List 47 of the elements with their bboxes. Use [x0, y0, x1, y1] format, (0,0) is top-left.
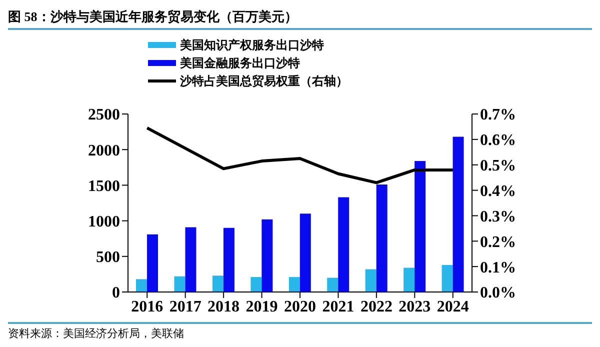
bar — [414, 160, 426, 292]
x-tick-label: 2021 — [322, 298, 354, 316]
text: 资料来源：美国经济分析局，美联储 — [8, 328, 184, 340]
y-tick-label: 1500 — [88, 178, 120, 195]
x-tick-label: 2019 — [246, 298, 278, 316]
y-tick-label: 2000 — [88, 142, 120, 160]
x-tick-label: 2022 — [360, 298, 392, 316]
bar — [365, 269, 376, 292]
legend-label: 美国知识产权服务出口沙特 — [180, 36, 324, 54]
y2-tick-label: 0.7% — [480, 106, 516, 124]
bar — [376, 184, 388, 292]
x-tick-label: 2018 — [208, 298, 240, 316]
y-tick-label: 0 — [112, 284, 120, 302]
bar — [185, 227, 196, 292]
x-tick-label: 2016 — [131, 298, 164, 316]
bar — [300, 214, 311, 292]
bar — [136, 279, 147, 292]
bar — [327, 278, 338, 292]
y-tick-label: 1000 — [88, 213, 120, 230]
line-series — [146, 126, 454, 184]
x-tick-label: 2017 — [169, 298, 202, 316]
bar — [147, 234, 158, 292]
y2-tick-label: 0.6% — [480, 132, 516, 150]
y2-tick-label: 0.3% — [480, 208, 516, 226]
chart-title: 图 58：沙特与美国近年服务贸易变化（百万美元） — [8, 8, 592, 30]
y2-tick-label: 0.1% — [480, 259, 516, 276]
bar — [174, 276, 186, 292]
legend-label: 沙特占美国总贸易权重（右轴） — [180, 72, 348, 90]
y-tick-label: 500 — [96, 249, 120, 266]
x-tick-label: 2023 — [398, 298, 431, 316]
bar — [288, 277, 300, 292]
bar — [250, 277, 262, 292]
x-tick-label: 2024 — [436, 298, 469, 316]
bar — [223, 228, 234, 292]
bar — [212, 276, 224, 292]
y2-tick-label: 0.2% — [480, 234, 516, 251]
bar — [338, 197, 350, 292]
legend-label: 美国金融服务出口沙特 — [180, 54, 300, 72]
x-tick-label: 2020 — [284, 298, 316, 316]
bar — [442, 264, 453, 292]
y2-tick-label: 0.4% — [480, 182, 516, 200]
y2-tick-label: 0.5% — [480, 158, 516, 175]
y-tick-label: 2500 — [88, 106, 120, 124]
bar — [452, 136, 464, 292]
bar — [404, 268, 415, 292]
bar — [262, 219, 273, 292]
y2-tick-label: 0.0% — [480, 284, 516, 302]
